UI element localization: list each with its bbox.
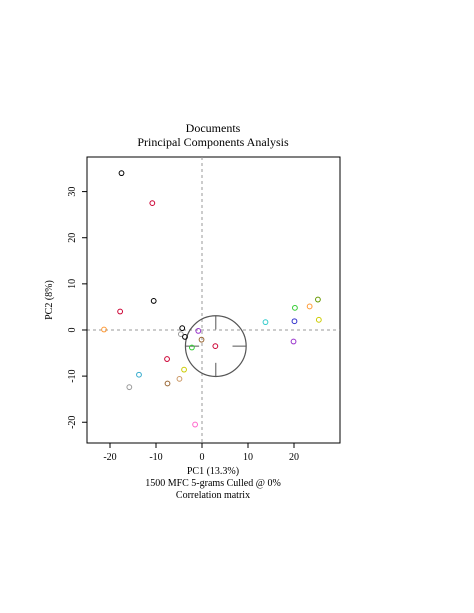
data-point: [292, 304, 298, 311]
data-point: [290, 338, 297, 345]
y-tick-label: 10: [67, 279, 78, 289]
data-point: [182, 334, 188, 340]
y-tick-label: -20: [67, 416, 78, 429]
caption-line-1: 1500 MFC 5-grams Culled @ 0%: [145, 478, 281, 489]
loading-circle: [184, 315, 247, 378]
chart-subtitle: Principal Components Analysis: [137, 135, 289, 149]
x-tick-label: -20: [103, 452, 116, 463]
data-point: [118, 170, 125, 177]
data-point: [101, 326, 107, 333]
data-point: [164, 356, 170, 362]
data-point: [188, 344, 195, 351]
y-tick-label: 0: [67, 327, 78, 332]
data-point: [315, 296, 321, 303]
reference-lines: [87, 157, 340, 443]
x-tick-label: 10: [243, 452, 253, 463]
data-point: [192, 421, 199, 428]
data-points: [101, 170, 322, 428]
data-point: [212, 343, 219, 350]
y-tick-label: -10: [67, 369, 78, 382]
data-point: [150, 298, 157, 304]
x-axis: -20 -10 0 10 20: [103, 442, 299, 463]
y-tick-label: 30: [67, 187, 78, 197]
caption-line-2: Correlation matrix: [176, 490, 250, 501]
data-point: [126, 384, 133, 391]
data-point: [177, 331, 184, 338]
y-tick-label: 20: [67, 233, 78, 243]
data-point: [195, 328, 202, 334]
data-point: [136, 371, 142, 378]
data-point: [179, 325, 186, 332]
x-axis-label: PC1 (13.3%): [187, 466, 239, 477]
x-tick-label: 0: [200, 452, 205, 463]
data-point: [149, 200, 156, 207]
x-tick-label: 20: [289, 452, 299, 463]
data-point: [198, 336, 205, 343]
data-point: [117, 308, 124, 315]
data-point: [291, 318, 298, 325]
plot-frame: [86, 156, 341, 444]
data-point: [306, 303, 313, 310]
data-point: [164, 380, 171, 387]
chart-title: Documents: [186, 121, 241, 135]
data-point: [262, 319, 269, 326]
data-point: [315, 316, 322, 323]
data-point: [176, 375, 183, 382]
x-tick-label: -10: [149, 452, 162, 463]
y-axis-label: PC2 (8%): [44, 280, 55, 320]
y-axis: -20 -10 0 10 20 30: [67, 187, 88, 429]
data-point: [181, 366, 187, 373]
